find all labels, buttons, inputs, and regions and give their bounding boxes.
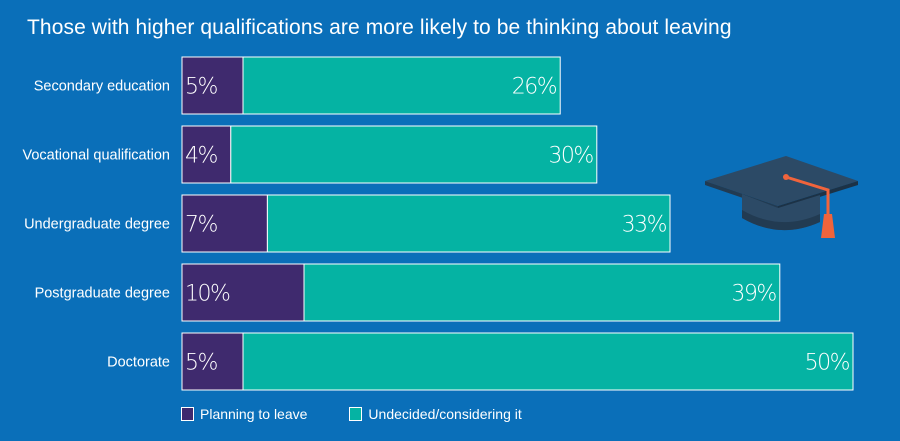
legend-label-planning: Planning to leave xyxy=(200,406,308,422)
category-label: Doctorate xyxy=(107,355,170,371)
chart-title: Those with higher qualifications are mor… xyxy=(27,16,732,39)
legend: Planning to leave Undecided/considering … xyxy=(181,406,564,422)
bar-undecided xyxy=(242,332,854,391)
value-label-undecided: 33% xyxy=(622,213,667,238)
legend-swatch-planning xyxy=(181,407,194,421)
value-label-planning: 5% xyxy=(185,75,217,100)
value-label-undecided: 50% xyxy=(805,351,850,376)
value-label-planning: 4% xyxy=(185,144,217,169)
value-label-planning: 7% xyxy=(185,213,217,238)
value-label-undecided: 39% xyxy=(731,282,776,307)
bar-undecided xyxy=(303,263,781,322)
bar-undecided xyxy=(266,194,671,253)
category-label: Secondary education xyxy=(34,79,170,95)
bar-undecided xyxy=(242,56,561,115)
value-label-undecided: 30% xyxy=(548,144,593,169)
category-label: Postgraduate degree xyxy=(35,286,170,302)
graduation-cap-icon xyxy=(705,156,858,238)
legend-item-planning: Planning to leave xyxy=(181,406,307,422)
category-label: Vocational qualification xyxy=(22,148,170,164)
legend-item-undecided: Undecided/considering it xyxy=(349,406,522,422)
value-label-planning: 5% xyxy=(185,351,217,376)
legend-swatch-undecided xyxy=(349,407,363,421)
legend-label-undecided: Undecided/considering it xyxy=(368,406,522,422)
bar-planning xyxy=(181,263,305,322)
bars-group: Secondary education 5% 26% Vocational quali… xyxy=(22,56,854,391)
bar-planning xyxy=(181,332,244,391)
value-label-undecided: 26% xyxy=(512,75,557,100)
bar-undecided xyxy=(230,125,598,184)
value-label-planning: 10% xyxy=(185,282,230,307)
category-label: Undergraduate degree xyxy=(24,217,170,233)
